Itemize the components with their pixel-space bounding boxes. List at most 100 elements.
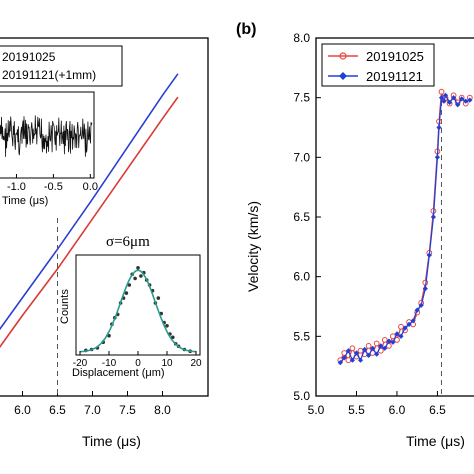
panel-b-point-20191121: [422, 286, 428, 292]
panel-b-y-ticks: 5.0 5.5 6.0 6.5 7.0 7.5 8.0: [293, 31, 321, 403]
panel-b-point-20191121: [442, 92, 449, 98]
inset-histogram-point: [139, 274, 143, 278]
panel-b-point-20191025: [398, 323, 404, 330]
inset-noise-tick-label: 0.0: [83, 181, 98, 193]
panel-b-point-20191121: [406, 321, 412, 327]
panel-b-point-20191025: [373, 340, 380, 347]
inset-histogram-tick-label: 0: [135, 358, 141, 369]
panel-b-legend-marker-2: [339, 72, 347, 80]
panel-b-point-20191121: [357, 357, 364, 363]
panel-b-legend-marker-1: [339, 52, 347, 60]
panel-b-y-tick-label: 7.0: [293, 150, 310, 164]
inset-noise-x-label: Time (μs): [2, 195, 48, 207]
panel-b-point-20191121: [374, 351, 380, 357]
panel-b-x-tick-label: 5.0: [308, 403, 325, 417]
panel-b-legend-box: [321, 43, 435, 87]
panel-b-x-tick-label: 5.5: [348, 403, 365, 417]
panel-b-legend: 20191025 20191121: [321, 43, 435, 87]
panel-b-point-20191121: [378, 343, 384, 349]
inset-histogram-tick-label: 20: [190, 358, 202, 369]
panel-b-point-20191121: [349, 357, 355, 363]
panel-a-x-tick-label: 6.5: [49, 403, 66, 417]
panel-b-point-20191121: [463, 98, 469, 104]
panel-b-point-20191121: [451, 95, 457, 101]
panel-b-point-20191121: [382, 345, 388, 351]
inset-histogram-point: [156, 296, 161, 300]
panel-b-point-20191121: [430, 214, 436, 220]
panel-b-point-20191121: [426, 252, 432, 258]
inset-histogram-point: [127, 283, 132, 287]
panel-b-series: [337, 88, 473, 366]
panel-b-point-20191025: [381, 337, 388, 343]
panel-b-label: (b): [236, 21, 256, 38]
panel-b-y-axis-label: Velocity (km/s): [245, 201, 261, 292]
panel-b-point-20191121: [390, 339, 396, 345]
panel-b-point-20191121: [441, 98, 447, 104]
panel-b-y-tick-label: 6.0: [293, 270, 310, 284]
panel-a-legend: 20191025 20191121(+1mm): [0, 45, 123, 87]
panel-a-series-line-1: [0, 96, 179, 349]
panel-a-x-tick-label: 7.5: [119, 403, 136, 417]
inset-histogram-ticks: -20 -10 0 10 20: [73, 351, 202, 369]
panel-b-point-20191121: [418, 302, 424, 308]
panel-a-legend-label-2: 20191121(+1mm): [2, 68, 96, 82]
inset-histogram-tick-label: -20: [73, 358, 88, 369]
panel-b-point-20191121: [434, 154, 440, 160]
inset-histogram: σ=6μm -20 -10 0 10 20 Displacement (μm) Coun…: [59, 234, 202, 379]
panel-b-point-20191121: [436, 124, 442, 131]
inset-histogram-frame: [75, 254, 201, 356]
panel-b-y-tick-label: 5.0: [293, 389, 310, 403]
inset-histogram-fit: [79, 269, 197, 353]
panel-b-point-20191121: [398, 333, 404, 339]
inset-noise-ticks: -1.0 -0.5 0.0: [7, 174, 98, 193]
panel-b-point-20191025: [365, 343, 372, 349]
panel-b-point-20191121: [337, 360, 343, 366]
panel-b-y-tick-label: 8.0: [293, 31, 310, 45]
panel-b-point-20191121: [447, 99, 453, 105]
panel-b-y-tick-label: 5.5: [293, 329, 310, 343]
panel-b-point-20191121: [345, 348, 351, 354]
panel-b-series-line-1: [339, 91, 471, 362]
panel-b-point-20191121: [341, 355, 347, 361]
panel-a-legend-box: [0, 45, 123, 87]
panel-b-point-20191121: [438, 95, 445, 101]
panel-b-y-tick-label: 7.5: [293, 91, 310, 105]
panel-a-series-line-2: [0, 73, 179, 331]
panel-b-y-tick-label: 6.5: [293, 210, 310, 224]
panel-b-point-20191121: [362, 346, 368, 353]
panel-b-x-ticks: 5.0 5.5 6.0 6.5: [308, 391, 446, 417]
panel-b-series-line-2: [339, 93, 470, 364]
inset-histogram-tick-label: -10: [102, 358, 117, 369]
panel-b-point-20191025: [349, 345, 356, 352]
panel-b-point-20191121: [459, 96, 465, 102]
panel-a-x-ticks: 6.0 6.5 7.0 7.5 8.0: [14, 391, 171, 417]
inset-noise-tick-label: -0.5: [44, 181, 63, 193]
panel-b-point-20191121: [455, 102, 461, 108]
inset-histogram-point: [171, 335, 175, 340]
panel-b-point-20191121: [370, 345, 376, 351]
inset-histogram-tick-label: 10: [161, 358, 173, 369]
inset-histogram-y-label: Counts: [59, 289, 71, 324]
panel-b-point-20191121: [414, 307, 420, 313]
panel-a-x-tick-label: 8.0: [154, 403, 171, 417]
panel-b-x-tick-label: 6.5: [429, 403, 446, 417]
inset-histogram-x-label: Displacement (μm): [72, 367, 165, 379]
panel-b-x-tick-label: 6.0: [389, 403, 406, 417]
panel-a-x-tick-label: 7.0: [84, 403, 101, 417]
inset-histogram-point: [136, 266, 140, 270]
panel-b-legend-label-2: 20191121: [366, 69, 423, 84]
panel-b-point-20191121: [386, 338, 392, 344]
inset-noise-tick-label: -1.0: [7, 181, 26, 193]
panel-b-point-20191121: [366, 352, 372, 358]
inset-noise: -1.0 -0.5 0.0 Time (μs): [0, 91, 98, 207]
panel-b-x-axis-label: Time (μs): [406, 433, 465, 449]
panel-b-point-20191121: [353, 350, 360, 356]
panel-b-point-20191121: [402, 325, 408, 331]
panel-b-point-20191121: [394, 331, 400, 337]
inset-histogram-point: [133, 276, 137, 281]
inset-histogram-sigma: σ=6μm: [106, 234, 150, 250]
panel-b-legend-label-1: 20191025: [366, 49, 424, 64]
inset-histogram-point: [165, 324, 169, 328]
panel-b: (b) 5.0 5.5 6.0 6.5 7.0 7.5 8.0 5.0 5.5 6.0 6.5 V…: [236, 21, 474, 449]
